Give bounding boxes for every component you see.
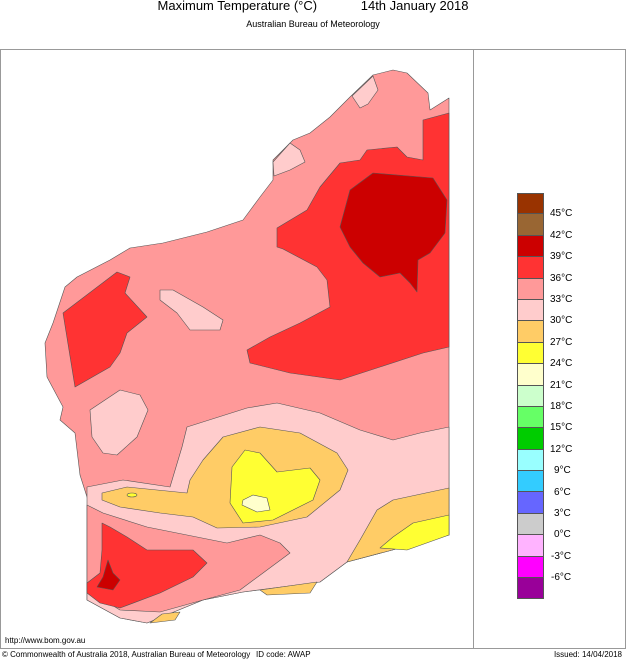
legend-swatch bbox=[517, 193, 544, 215]
legend-label: 6°C bbox=[554, 486, 571, 498]
legend-label: 12°C bbox=[550, 443, 573, 455]
legend-swatch bbox=[517, 449, 544, 472]
legend-swatch bbox=[517, 299, 544, 322]
region-39-42-ne bbox=[339, 172, 448, 293]
legend-label: 42°C bbox=[550, 229, 573, 241]
region-39-42-sw bbox=[96, 559, 121, 591]
region-27-30-coast bbox=[259, 581, 318, 596]
legend-label: 3°C bbox=[554, 508, 571, 519]
region-24-27-se bbox=[379, 514, 450, 551]
issued-date: Issued: 14/04/2018 bbox=[553, 650, 622, 659]
legend-label: 18°C bbox=[550, 401, 573, 412]
copyright: © Commonwealth of Australia 2018, Austra… bbox=[2, 650, 251, 659]
legend-swatch bbox=[517, 428, 544, 450]
legend-label: 24°C bbox=[550, 358, 573, 370]
legend-swatch bbox=[517, 385, 544, 407]
legend-label: 39°C bbox=[550, 251, 573, 263]
legend-swatch bbox=[517, 257, 544, 279]
legend-swatch bbox=[517, 535, 544, 557]
legend-label: 30°C bbox=[550, 315, 573, 327]
legend-swatch bbox=[517, 406, 544, 429]
legend-swatch bbox=[517, 321, 544, 343]
legend-label: 33°C bbox=[550, 294, 573, 305]
legend-swatch bbox=[517, 278, 544, 300]
legend-swatch bbox=[517, 513, 544, 536]
legend-swatch bbox=[517, 556, 544, 579]
legend-swatch bbox=[517, 342, 544, 365]
legend-label: 45°C bbox=[550, 208, 573, 220]
legend-swatch bbox=[517, 235, 544, 258]
region-27-30-coast-sw bbox=[149, 611, 181, 624]
region-30-33-kimberley bbox=[351, 75, 379, 109]
legend-swatch bbox=[517, 214, 544, 236]
legend-swatch bbox=[517, 578, 544, 600]
legend-swatches bbox=[517, 193, 544, 600]
map-title: Maximum Temperature (°C) 14th January 20… bbox=[0, 0, 626, 13]
region-30-33-west bbox=[89, 389, 149, 456]
bom-url-link[interactable]: http://www.bom.gov.au bbox=[5, 636, 86, 645]
title-variable: Maximum Temperature (°C) bbox=[157, 0, 318, 13]
legend-label: 36°C bbox=[550, 272, 573, 284]
subtitle: Australian Bureau of Meteorology bbox=[246, 19, 380, 29]
frame-divider bbox=[473, 49, 474, 648]
title-date: 14th January 2018 bbox=[360, 0, 469, 13]
temperature-legend: 45°C 42°C 39°C 36°C 33°C 30°C 27°C 24°C 21°C 18°C… bbox=[517, 193, 572, 600]
id-code: ID code: AWAP bbox=[256, 650, 311, 659]
region-36-39-west bbox=[62, 271, 148, 388]
legend-label: -3°C bbox=[551, 550, 572, 562]
legend-swatch bbox=[517, 471, 544, 493]
region-21-24-central bbox=[241, 494, 271, 513]
region-36-39-sw bbox=[86, 522, 208, 609]
legend-label: -6°C bbox=[551, 572, 572, 584]
legend-label: 15°C bbox=[550, 422, 573, 434]
legend-label: 0°C bbox=[554, 529, 571, 541]
region-24-27-small bbox=[126, 492, 138, 498]
region-30-33-nw bbox=[272, 142, 306, 177]
legend-label: 21°C bbox=[550, 379, 573, 391]
region-30-33-inland bbox=[159, 289, 224, 331]
legend-swatch bbox=[517, 364, 544, 386]
legend-label: 9°C bbox=[554, 465, 571, 477]
legend-swatch bbox=[517, 492, 544, 514]
legend-label: 27°C bbox=[550, 336, 573, 348]
